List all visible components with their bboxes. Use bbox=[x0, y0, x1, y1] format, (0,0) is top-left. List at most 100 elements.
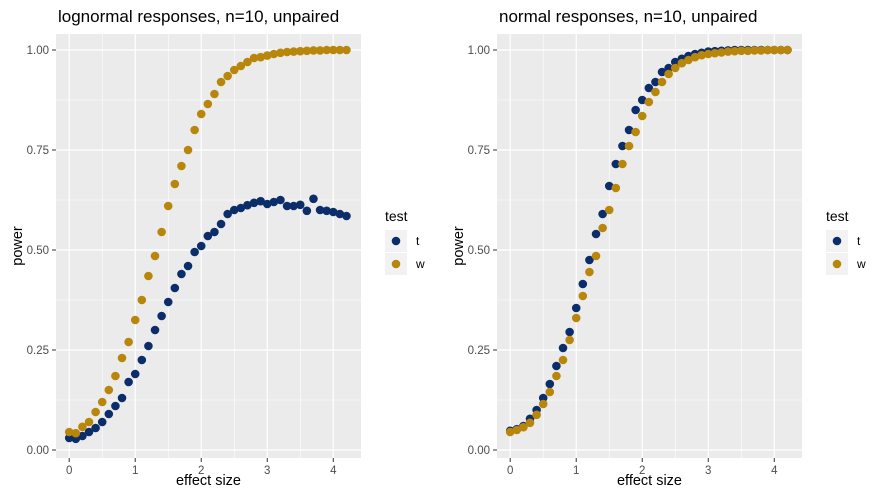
data-point-t bbox=[190, 247, 199, 257]
data-point-t bbox=[229, 205, 239, 215]
chart-svg: 0 1 2 3 4 0.00 0.25 0.50 0.75 1.00 lognormal respo… bbox=[10, 7, 425, 489]
data-point-w bbox=[269, 49, 279, 59]
data-point-w bbox=[618, 159, 627, 169]
data-point-w bbox=[670, 63, 680, 73]
data-point-w bbox=[309, 46, 318, 55]
data-point-t bbox=[328, 207, 338, 217]
plot-background bbox=[56, 34, 361, 458]
data-point-w bbox=[183, 145, 193, 155]
data-point-t bbox=[571, 303, 581, 313]
data-point-w bbox=[743, 46, 753, 56]
data-point-t bbox=[598, 209, 607, 219]
data-point-w bbox=[144, 271, 153, 281]
data-point-w bbox=[631, 127, 640, 137]
data-point-t bbox=[163, 297, 173, 307]
data-point-t bbox=[130, 369, 140, 379]
data-point-t bbox=[137, 355, 147, 365]
y-tick-label: 0.75 bbox=[468, 145, 490, 157]
data-point-t bbox=[210, 227, 219, 237]
data-point-w bbox=[335, 45, 345, 55]
data-point-w bbox=[723, 47, 733, 56]
data-point-t bbox=[249, 198, 259, 208]
data-point-w bbox=[150, 251, 160, 261]
data-point-t bbox=[637, 95, 647, 105]
legend-label-t: t bbox=[857, 234, 861, 248]
x-axis-title: effect size bbox=[617, 473, 682, 489]
data-point-w bbox=[196, 109, 206, 119]
data-point-w bbox=[295, 46, 305, 56]
data-point-t bbox=[538, 393, 548, 403]
data-point-t bbox=[64, 433, 74, 443]
data-point-t bbox=[309, 194, 318, 204]
data-point-w bbox=[651, 87, 660, 97]
data-point-w bbox=[223, 71, 232, 81]
data-point-t bbox=[157, 311, 166, 321]
x-tick-label: 1 bbox=[132, 465, 138, 477]
data-point-t bbox=[565, 327, 574, 337]
data-point-w bbox=[684, 55, 693, 65]
data-point-w bbox=[519, 422, 528, 432]
data-point-w bbox=[249, 53, 259, 63]
data-point-w bbox=[216, 77, 226, 87]
data-point-t bbox=[111, 401, 120, 411]
data-point-w bbox=[236, 61, 246, 71]
data-point-t bbox=[216, 219, 226, 229]
data-point-w bbox=[763, 45, 772, 55]
data-point-w bbox=[163, 201, 173, 211]
data-point-t bbox=[631, 105, 640, 115]
data-point-w bbox=[78, 422, 87, 432]
data-point-w bbox=[84, 417, 94, 427]
data-point-w bbox=[664, 69, 673, 79]
data-point-w bbox=[117, 353, 127, 363]
data-point-t bbox=[177, 269, 186, 279]
x-tick-label: 2 bbox=[198, 465, 204, 477]
data-point-t bbox=[269, 197, 279, 207]
legend-key-w bbox=[832, 259, 842, 269]
data-point-t bbox=[670, 57, 680, 67]
data-point-t bbox=[651, 77, 660, 87]
data-point-t bbox=[657, 67, 667, 77]
y-axis-title: power bbox=[451, 226, 467, 266]
data-point-w bbox=[690, 52, 700, 62]
x-axis-title: effect size bbox=[176, 473, 241, 489]
data-point-w bbox=[282, 47, 292, 57]
data-point-t bbox=[150, 325, 160, 335]
x-tick-label: 0 bbox=[66, 465, 72, 477]
y-tick-label: 0.50 bbox=[27, 245, 49, 257]
data-point-t bbox=[282, 201, 292, 211]
data-point-t bbox=[552, 361, 561, 371]
x-tick-label: 0 bbox=[507, 465, 513, 477]
chart-title: lognormal responses, n=10, unpaired bbox=[58, 7, 339, 26]
data-point-t bbox=[604, 181, 614, 191]
data-point-t bbox=[78, 431, 87, 441]
data-point-t bbox=[611, 159, 621, 169]
data-point-w bbox=[756, 46, 766, 55]
data-point-t bbox=[243, 200, 252, 210]
data-point-w bbox=[591, 251, 601, 261]
x-tick-label: 4 bbox=[330, 465, 337, 477]
data-point-t bbox=[91, 423, 100, 433]
data-point-w bbox=[262, 51, 272, 60]
legend-title: test bbox=[385, 208, 408, 224]
data-point-t bbox=[558, 343, 568, 353]
legend-key-t bbox=[391, 236, 401, 246]
data-point-w bbox=[677, 58, 687, 68]
data-point-w bbox=[637, 111, 647, 121]
data-point-w bbox=[130, 315, 140, 325]
chart-title: normal responses, n=10, unpaired bbox=[499, 7, 757, 26]
data-point-w bbox=[532, 410, 541, 420]
data-point-w bbox=[322, 45, 331, 55]
data-point-t bbox=[203, 231, 213, 241]
data-point-w bbox=[525, 418, 535, 428]
data-point-t bbox=[302, 206, 312, 216]
data-point-w bbox=[644, 97, 654, 107]
data-point-t bbox=[144, 341, 153, 351]
data-point-t bbox=[117, 393, 127, 403]
data-point-w bbox=[328, 45, 338, 55]
data-point-t bbox=[289, 201, 298, 211]
data-point-w bbox=[783, 45, 792, 55]
data-point-t bbox=[170, 283, 180, 293]
data-point-w bbox=[710, 48, 720, 58]
data-point-w bbox=[558, 355, 568, 365]
data-point-w bbox=[512, 425, 522, 435]
